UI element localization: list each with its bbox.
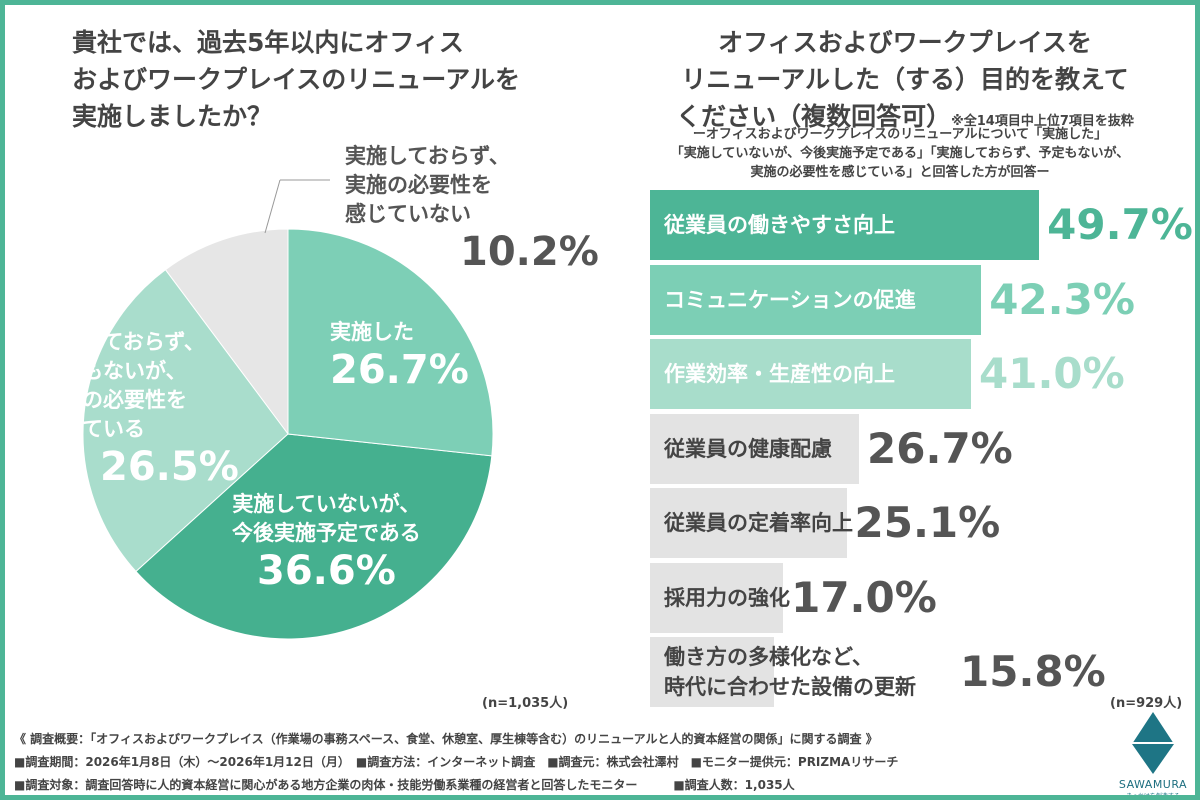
pie-slice-0 bbox=[287, 228, 494, 457]
slice-value: 36.6% bbox=[257, 548, 396, 594]
bar-label: 作業効率・生産性の向上 bbox=[664, 362, 895, 386]
bar-5: 採用力の強化 bbox=[650, 562, 790, 633]
pie-slice-1 bbox=[135, 433, 493, 640]
slice-label-text: 実施しておらず、 予定もないが、 実施の必要性を 感じている bbox=[40, 330, 205, 441]
slice-label-3: 実施しておらず、 実施の必要性を 感じていない 10.2% bbox=[345, 142, 599, 275]
bar-4: 従業員の定着率向上 bbox=[650, 488, 853, 558]
pie-n-label: (n=1,035人) bbox=[482, 696, 569, 711]
bar-3: 従業員の健康配慮 bbox=[650, 413, 860, 484]
bar-label: コミュニケーションの促進 bbox=[664, 287, 916, 312]
logo-tagline: きっかけを創造する bbox=[1126, 793, 1180, 800]
slice-value: 26.5% bbox=[100, 444, 239, 490]
logo-name: SAWAMURA bbox=[1118, 778, 1188, 791]
bar-2: 作業効率・生産性の向上 bbox=[650, 339, 972, 409]
bar-1: コミュニケーションの促進 bbox=[650, 264, 982, 335]
bar-6: 働き方の多様化など、 時代に合わせた設備の更新 bbox=[650, 637, 916, 707]
bar-label: 従業員の働きやすさ向上 bbox=[664, 213, 895, 237]
footer-line-1: 《 調査概要：「オフィスおよびワークプレイス（作業場の事務スペース、食堂、休憩室… bbox=[14, 732, 878, 746]
pie-slice-3 bbox=[164, 228, 289, 436]
footer-line-3: ■調査対象：調査回答時に人的資本経営に関心がある地方企業の肉体・技能労働系業種の… bbox=[14, 778, 795, 792]
bar-n-label: (n=929人) bbox=[1110, 696, 1183, 711]
slice-label-2: 実施しておらず、 予定もないが、 実施の必要性を 感じている 26.5% bbox=[40, 328, 239, 490]
pie-chart bbox=[82, 179, 494, 640]
bar-value-label: 25.1% bbox=[854, 498, 1001, 547]
bar-value-label: 49.7% bbox=[1047, 200, 1193, 249]
slice-label-1: 実施していないが、 今後実施予定である 36.6% bbox=[232, 490, 421, 594]
bar-value-label: 17.0% bbox=[791, 572, 937, 622]
slice-value: 26.7% bbox=[330, 347, 469, 393]
bar-label: 働き方の多様化など、 時代に合わせた設備の更新 bbox=[664, 645, 916, 699]
logo-mark-icon bbox=[1130, 712, 1178, 774]
slice-label-text: 実施しておらず、 実施の必要性を 感じていない bbox=[345, 144, 510, 226]
slice-label-text: 実施した bbox=[330, 320, 414, 344]
pie-slice-2 bbox=[82, 268, 289, 573]
slice-value: 10.2% bbox=[460, 229, 599, 275]
right-note: ※全14項目中上位7項目を抜粋 bbox=[951, 114, 1134, 129]
right-title: オフィスおよびワークプレイスを リニューアルした（する）目的を教えて ください（… bbox=[655, 24, 1155, 140]
bar-label: 採用力の強化 bbox=[664, 585, 790, 610]
left-title: 貴社では、過去5年以内にオフィス およびワークプレイスのリニューアルを 実施しま… bbox=[72, 28, 521, 131]
right-title-text: オフィスおよびワークプレイスを リニューアルした（する）目的を教えて ください（… bbox=[676, 28, 1129, 131]
bar-value-label: 26.7% bbox=[867, 423, 1013, 473]
leader-line bbox=[264, 179, 281, 234]
sawamura-logo: SAWAMURA きっかけを創造する bbox=[1118, 712, 1188, 800]
slice-label-0: 実施した 26.7% bbox=[330, 318, 469, 393]
bar-value-label: 41.0% bbox=[979, 349, 1125, 398]
footer-line-2: ■調査期間：2026年1月8日（木）～2026年1月12日（月） ■調査方法：イ… bbox=[14, 755, 899, 769]
right-subtitle: ーオフィスおよびワークプレイスのリニューアルについて「実施した」 「実施していな… bbox=[670, 127, 1130, 180]
bar-0: 従業員の働きやすさ向上 bbox=[650, 190, 1040, 260]
bar-label: 従業員の定着率向上 bbox=[664, 511, 853, 535]
slice-label-text: 実施していないが、 今後実施予定である bbox=[232, 492, 421, 545]
bar-value-label: 15.8% bbox=[960, 647, 1106, 696]
bar-label: 従業員の健康配慮 bbox=[664, 436, 832, 461]
bar-value-label: 42.3% bbox=[989, 274, 1135, 324]
